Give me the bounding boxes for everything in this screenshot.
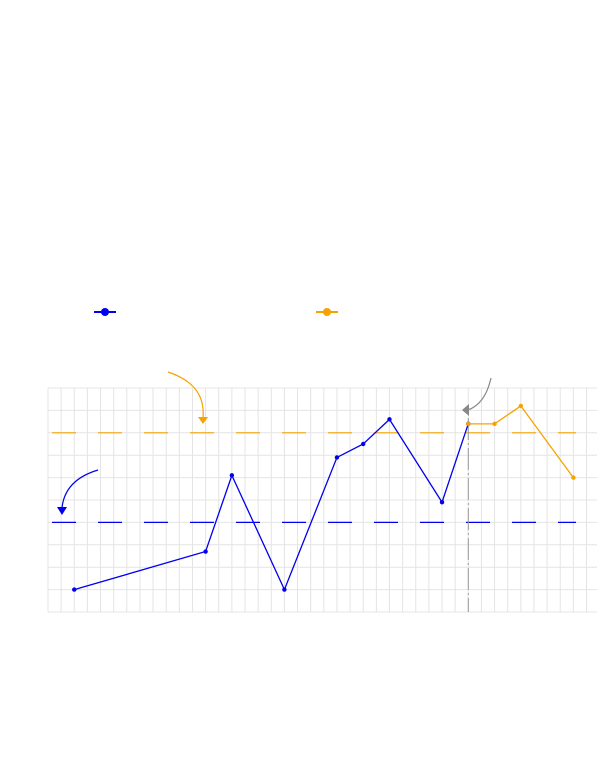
curved-arrow-down-icon xyxy=(167,371,208,424)
data-point xyxy=(518,403,524,409)
data-point xyxy=(466,421,471,427)
arrow-head xyxy=(198,417,208,424)
data-points xyxy=(72,403,576,592)
series-line-1 xyxy=(468,405,574,478)
arrow-head xyxy=(462,404,469,416)
curved-arrow-down-left-icon xyxy=(57,469,99,515)
data-point xyxy=(334,455,340,460)
legend-item-orange xyxy=(315,300,345,324)
data-point xyxy=(361,441,366,447)
legend-item-blue xyxy=(93,300,123,324)
data-point xyxy=(492,421,497,427)
data-point xyxy=(203,549,208,554)
curved-arrow-left-icon xyxy=(462,377,492,416)
legend xyxy=(0,300,600,324)
legend-swatch-blue-icon xyxy=(94,308,116,316)
arrow-curve xyxy=(467,377,492,411)
legend-swatch-orange-icon xyxy=(316,308,338,316)
data-point xyxy=(387,417,392,422)
reference-lines xyxy=(52,432,576,524)
grid xyxy=(47,387,597,613)
annotation-arrows xyxy=(57,371,492,515)
data-point xyxy=(282,587,287,592)
data-point xyxy=(439,500,445,505)
data-point xyxy=(571,475,576,480)
arrow-curve xyxy=(167,371,204,419)
arrow-curve xyxy=(61,469,99,509)
arrow-head xyxy=(57,507,67,515)
data-point xyxy=(229,473,235,478)
data-point xyxy=(72,587,77,592)
